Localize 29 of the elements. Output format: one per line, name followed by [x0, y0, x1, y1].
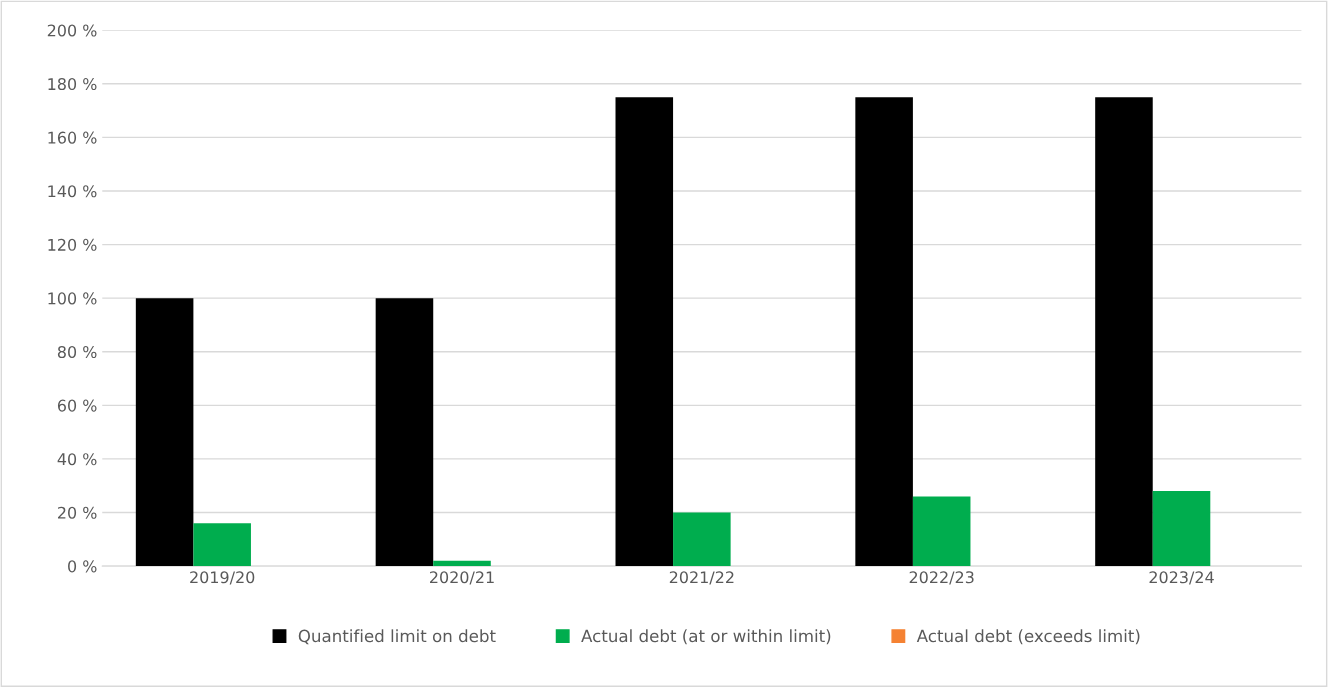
x-tick-label: 2023/24 [1149, 571, 1214, 585]
y-tick-label: 60 % [57, 399, 97, 412]
legend-label: Actual debt (exceeds limit) [916, 629, 1140, 645]
bar [912, 496, 971, 567]
x-tick-label: 2022/23 [909, 571, 974, 585]
bar [615, 97, 674, 567]
x-tick-label: 2020/21 [430, 571, 494, 585]
x-tick-label: 2021/22 [669, 571, 734, 585]
x-tick-label: 2019/20 [190, 571, 255, 585]
y-tick-label: 20 % [57, 506, 97, 519]
y-tick-label: 120 % [48, 238, 97, 251]
bar [433, 560, 491, 567]
bar [1152, 491, 1211, 567]
bar [135, 298, 194, 567]
y-tick-label: 180 % [48, 78, 97, 91]
y-tick-label: 200 % [47, 24, 97, 37]
bar [375, 298, 434, 567]
y-tick-label: 80 % [57, 345, 97, 359]
bar [193, 523, 251, 567]
bar [673, 512, 731, 567]
y-tick-label: 0 % [68, 560, 97, 573]
y-tick-label: 140 % [48, 185, 97, 198]
y-tick-label: 100 % [48, 292, 97, 305]
y-tick-label: 40 % [57, 453, 97, 466]
bar [855, 97, 913, 567]
y-tick-label: 160 % [48, 131, 97, 144]
legend-label: Quantified limit on debt [298, 629, 496, 645]
legend-label: Actual debt (at or within limit) [581, 629, 831, 645]
bar [1095, 97, 1153, 567]
